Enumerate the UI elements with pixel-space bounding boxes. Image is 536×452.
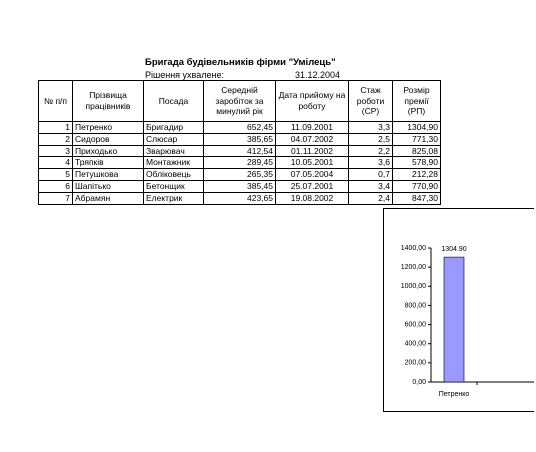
- table-cell: 3: [38, 144, 73, 158]
- bar: [443, 256, 465, 383]
- column-header: Середній заробіток за минулий рік: [203, 80, 276, 122]
- table-cell: Електрик: [143, 191, 204, 205]
- table-row: 7 Абрамян Електрик 423,65 19.08.2002 2,4 847,3…: [38, 191, 441, 205]
- table-cell: 2,2: [348, 144, 393, 158]
- table-row: 2 Сидоров Слюсар 385,65 04.07.2002 2,5 771,30: [38, 132, 441, 146]
- y-tick-label: 200,00: [405, 360, 427, 367]
- y-tick-label: 600,00: [405, 321, 427, 328]
- table-cell: Зварювач: [143, 144, 204, 158]
- table-cell: 847,30: [392, 191, 441, 205]
- table-cell: 770,90: [392, 179, 441, 193]
- data-label: 1304.90: [441, 246, 466, 253]
- table-cell: 07.05.2004: [275, 168, 349, 181]
- table-cell: 10.05.2001: [275, 156, 349, 170]
- table-cell: 5: [38, 168, 73, 181]
- table-cell: 0,7: [348, 168, 393, 181]
- table-cell: 771,30: [392, 132, 441, 146]
- table-cell: 2: [38, 132, 73, 146]
- decision-label: Рішення ухвалене:: [145, 70, 224, 80]
- table-cell: Сидоров: [72, 132, 144, 146]
- table-cell: Шапітько: [72, 179, 144, 193]
- table-cell: 3,4: [348, 179, 393, 193]
- table-row: 6 Шапітько Бетонщик 385,45 25.07.2001 3,4 770,…: [38, 179, 441, 193]
- data-table: № п/п Прізвища працівників Посада Середній …: [38, 80, 441, 205]
- table-row: 3 Приходько Зварювач 412,54 01.11.2002 2,2 825…: [38, 144, 441, 158]
- table-cell: 385,65: [203, 132, 276, 146]
- table-cell: 825,08: [392, 144, 441, 158]
- table-cell: Петренко: [72, 121, 144, 134]
- table-cell: 2,4: [348, 191, 393, 205]
- table-cell: 4: [38, 156, 73, 170]
- table-cell: Тряпків: [72, 156, 144, 170]
- table-cell: 1304,90: [392, 121, 441, 134]
- table-cell: 212,28: [392, 168, 441, 181]
- table-cell: Слюсар: [143, 132, 204, 146]
- table-cell: Бетонщик: [143, 179, 204, 193]
- y-tick-label: 800,00: [405, 302, 427, 309]
- table-cell: 25.07.2001: [275, 179, 349, 193]
- table-cell: 04.07.2002: [275, 132, 349, 146]
- table-cell: 423,65: [203, 191, 276, 205]
- table-cell: Обліковець: [143, 168, 204, 181]
- table-cell: 578,90: [392, 156, 441, 170]
- column-header: Прізвища працівників: [72, 80, 144, 122]
- y-tick-label: 1400,00: [401, 245, 426, 252]
- table-cell: 652,45: [203, 121, 276, 134]
- table-cell: Петушкова: [72, 168, 144, 181]
- table-cell: 3,6: [348, 156, 393, 170]
- header-row: № п/п Прізвища працівників Посада Середній …: [38, 80, 441, 122]
- table-cell: Монтажник: [143, 156, 204, 170]
- table-cell: 289,45: [203, 156, 276, 170]
- y-tick-label: 400,00: [405, 341, 427, 348]
- table-cell: 385,45: [203, 179, 276, 193]
- column-header: Розмір премії (РП): [392, 80, 441, 122]
- table-cell: 2,5: [348, 132, 393, 146]
- column-header: Посада: [143, 80, 204, 122]
- column-header: Дата прийому на роботу: [275, 80, 349, 122]
- table-row: 5 Петушкова Обліковець 265,35 07.05.2004 0,7 2…: [38, 168, 441, 181]
- table-cell: 7: [38, 191, 73, 205]
- table-cell: 6: [38, 179, 73, 193]
- y-tick-label: 1200,00: [401, 264, 426, 271]
- table-cell: 19.08.2002: [275, 191, 349, 205]
- table-row: 4 Тряпків Монтажник 289,45 10.05.2001 3,6 578,…: [38, 156, 441, 170]
- table-cell: Абрамян: [72, 191, 144, 205]
- table-cell: 265,35: [203, 168, 276, 181]
- table-cell: 3,3: [348, 121, 393, 134]
- table-cell: Бригадир: [143, 121, 204, 134]
- y-tick-label: 0,00: [412, 379, 426, 386]
- table-cell: 412,54: [203, 144, 276, 158]
- chart: 0,00 200,00 400,00 600,00 800,00 1000,00 1200,…: [383, 208, 534, 412]
- table-cell: 1: [38, 121, 73, 134]
- table-cell: 01.11.2002: [275, 144, 349, 158]
- column-header: № п/п: [38, 80, 73, 122]
- y-tick-label: 1000,00: [401, 283, 426, 290]
- chart-svg: 0,00 200,00 400,00 600,00 800,00 1000,00 1200,…: [401, 245, 534, 398]
- table-row: 1 Петренко Бригадир 652,45 11.09.2001 3,3 1304…: [38, 121, 441, 134]
- table-cell: 11.09.2001: [275, 121, 349, 134]
- column-header: Стаж роботи (СР): [348, 80, 393, 122]
- sheet-title: Бригада будівельників фірми "Умілець": [145, 57, 336, 68]
- x-tick-label: Петренко: [439, 391, 470, 398]
- table-cell: Приходько: [72, 144, 144, 158]
- decision-date: 31.12.2004: [295, 70, 341, 80]
